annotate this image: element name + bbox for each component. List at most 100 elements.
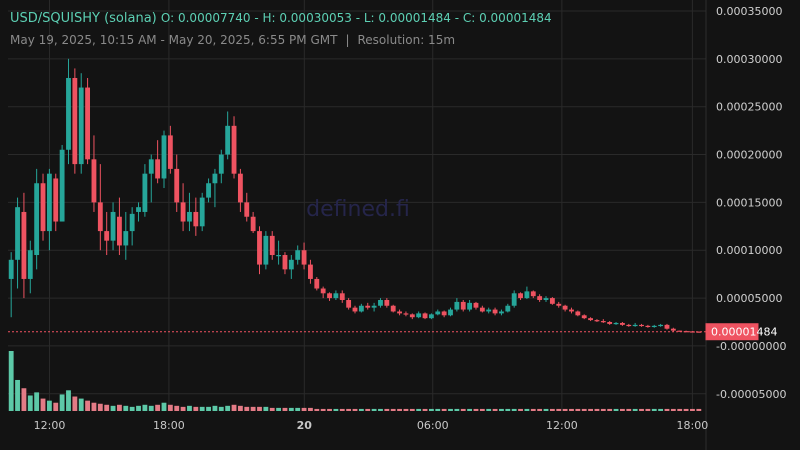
volume-bar <box>511 408 517 411</box>
volume-bar <box>499 408 504 411</box>
candle-body <box>645 325 651 328</box>
candle-body <box>677 330 683 332</box>
volume-bar <box>378 408 383 411</box>
candle-body <box>148 159 154 174</box>
candle-body <box>91 159 97 203</box>
candle-body <box>403 313 409 315</box>
candle-body <box>384 299 390 306</box>
candle-body <box>40 183 46 232</box>
candle-body <box>53 178 59 222</box>
candle-body <box>562 305 568 310</box>
volume-bar <box>295 407 301 411</box>
volume-bar <box>358 408 364 411</box>
candle-body <box>276 255 282 257</box>
volume-bar <box>416 408 422 411</box>
volume-bar <box>269 407 275 411</box>
volume-bar <box>613 408 619 411</box>
volume-bar <box>530 408 536 411</box>
candle-body <box>123 231 129 246</box>
volume-bar <box>91 402 97 411</box>
volume-bar <box>167 404 173 411</box>
volume-bar <box>46 400 52 411</box>
volume-bar <box>486 408 492 411</box>
volume-bar <box>218 406 224 411</box>
candle-body <box>390 305 396 312</box>
volume-bar <box>187 405 192 411</box>
pair-name: USD/SQUISHY (solana) <box>10 11 157 26</box>
price-tick-label: -0.00005000 <box>716 388 786 401</box>
candle-body <box>212 173 218 184</box>
volume-bar <box>365 408 371 411</box>
candle-body <box>346 299 352 308</box>
candle-body <box>467 302 473 310</box>
time-tick-label: 12:00 <box>34 419 66 432</box>
candle-body <box>651 325 657 328</box>
candle-body <box>257 231 262 265</box>
candle-body <box>371 305 377 308</box>
volume-bar <box>397 408 402 411</box>
price-tick-label: 0.00025000 <box>716 101 782 114</box>
volume-bar <box>626 408 632 411</box>
candle-body <box>231 125 237 174</box>
price-tick-label: 0.00030000 <box>716 53 782 66</box>
volume-bar <box>543 408 549 411</box>
volume-bar <box>333 408 339 411</box>
volume-bar <box>683 408 689 411</box>
candle-body <box>250 216 256 232</box>
candle-body <box>607 322 613 324</box>
volume-bar <box>231 404 237 411</box>
volume-bar <box>161 402 167 411</box>
volume-bar <box>27 395 33 411</box>
chart-info-row: May 19, 2025, 10:15 AM - May 20, 2025, 6… <box>10 33 455 47</box>
candle-body <box>110 211 116 241</box>
candle-body <box>365 305 371 308</box>
volume-bar <box>409 408 415 411</box>
candle-body <box>639 324 644 327</box>
candle-body <box>600 321 606 323</box>
candle-body <box>505 305 511 312</box>
candle-body <box>263 235 269 265</box>
candle-body <box>530 291 536 297</box>
volume-bar <box>575 408 581 411</box>
volume-bar <box>479 408 485 411</box>
price-tick-label: 0.00010000 <box>716 244 782 257</box>
price-tick-label: 0.00015000 <box>716 196 782 209</box>
volume-bar <box>212 405 218 411</box>
volume-bar <box>549 408 555 411</box>
volume-bar <box>422 408 428 411</box>
volume-bar <box>301 407 307 411</box>
candle-body <box>613 322 619 325</box>
candle-body <box>237 173 243 203</box>
candle-body <box>78 87 84 165</box>
candle-body <box>85 87 91 160</box>
candle-body <box>180 202 186 222</box>
candle-body <box>543 298 549 300</box>
volume-bar <box>85 400 91 411</box>
candle-body <box>581 315 587 319</box>
candle-body <box>664 324 670 329</box>
volume-bar <box>199 406 205 411</box>
candle-body <box>155 159 161 179</box>
candle-body <box>358 305 364 312</box>
candle-body <box>670 328 676 331</box>
candle-body <box>244 202 250 217</box>
candle-body <box>378 299 383 306</box>
candle-body <box>225 125 231 155</box>
candle-body <box>479 307 485 312</box>
candle-body <box>435 311 441 315</box>
candle-body <box>327 293 332 299</box>
candle-body <box>428 314 434 319</box>
candle-body <box>314 278 320 289</box>
chart-grid <box>8 0 707 450</box>
volume-bar <box>123 405 129 411</box>
candle-body <box>142 173 148 212</box>
volume-bar <box>645 408 651 411</box>
volume-bar <box>288 407 294 411</box>
volume-bar <box>15 379 20 411</box>
volume-bar <box>600 408 606 411</box>
candle-body <box>301 250 307 265</box>
volume-bar <box>59 394 65 411</box>
candle-body <box>524 291 530 299</box>
volume-bar <box>492 408 498 411</box>
